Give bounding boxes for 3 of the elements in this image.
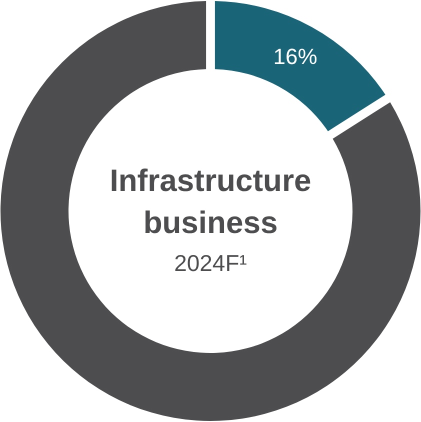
text: Infrastructure business bbox=[110, 163, 312, 240]
data-label: 16% bbox=[273, 44, 318, 69]
text: 2024F¹ bbox=[174, 250, 248, 276]
